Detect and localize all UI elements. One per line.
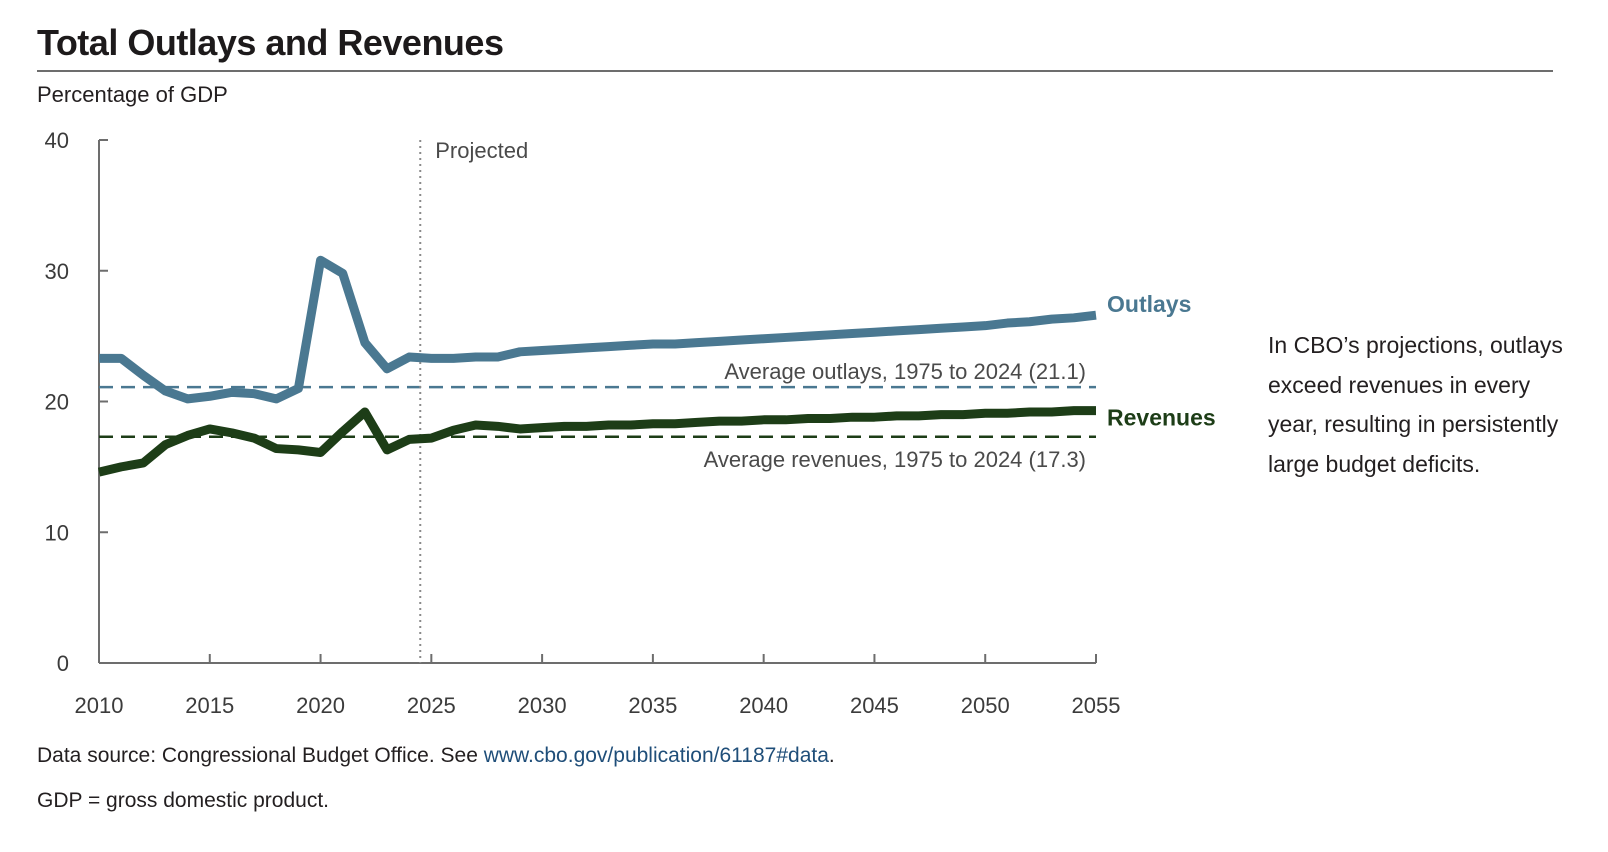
data-source: Data source: Congressional Budget Office… xyxy=(37,744,835,768)
reference-label-revenues: Average revenues, 1975 to 2024 (17.3) xyxy=(704,447,1086,472)
x-tick-label: 2045 xyxy=(850,693,899,718)
chart-title: Total Outlays and Revenues xyxy=(37,22,504,63)
reference-label-outlays: Average outlays, 1975 to 2024 (21.1) xyxy=(724,359,1086,384)
series-line-revenues xyxy=(97,406,1096,477)
projected-label: Projected xyxy=(435,138,528,163)
source-link[interactable]: www.cbo.gov/publication/61187#data xyxy=(483,744,829,767)
x-tick-label: 2055 xyxy=(1072,693,1121,718)
y-tick-label: 30 xyxy=(45,259,69,284)
series-label-revenues: Revenues xyxy=(1107,405,1216,431)
x-tick-label: 2040 xyxy=(739,693,788,718)
y-tick-label: 40 xyxy=(45,128,69,153)
y-axis-unit-label: Percentage of GDP xyxy=(37,82,228,107)
series-line-outlays xyxy=(99,255,1097,404)
y-tick-label: 10 xyxy=(45,520,69,545)
x-tick-label: 2025 xyxy=(407,693,456,718)
x-tick-label: 2050 xyxy=(961,693,1010,718)
series-label-outlays: Outlays xyxy=(1107,291,1191,317)
projected-marker: Projected xyxy=(419,138,528,663)
side-note: In CBO’s projections, outlays exceed rev… xyxy=(1268,332,1563,477)
source-suffix: . xyxy=(828,744,835,767)
y-tick-label: 20 xyxy=(45,390,69,415)
x-tick-label: 2035 xyxy=(628,693,677,718)
series-labels: Outlays Revenues xyxy=(1107,291,1216,430)
y-tick-label: 0 xyxy=(57,651,69,676)
title-divider xyxy=(37,70,1553,72)
source-prefix: Data source: Congressional Budget Office… xyxy=(37,744,484,767)
x-tick-label: 2015 xyxy=(185,693,234,718)
series-lines xyxy=(97,255,1097,477)
x-tick-label: 2010 xyxy=(75,693,124,718)
x-tick-label: 2020 xyxy=(296,693,345,718)
abbreviation-note: GDP = gross domestic product. xyxy=(37,789,329,812)
reference-lines: Average outlays, 1975 to 2024 (21.1) Aver… xyxy=(99,359,1096,472)
x-tick-label: 2030 xyxy=(518,693,567,718)
